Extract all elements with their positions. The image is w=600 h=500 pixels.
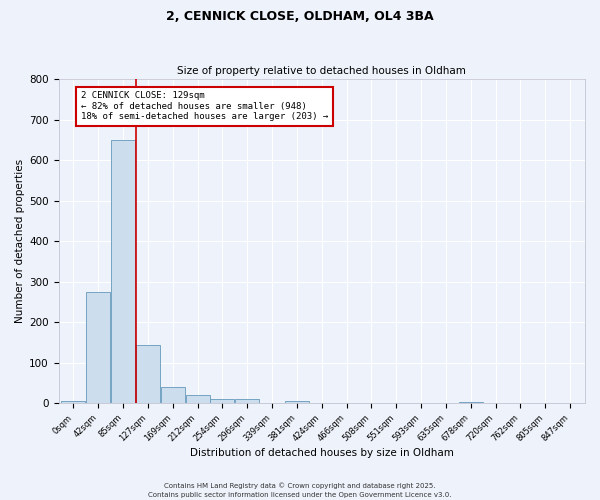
Bar	[185, 395, 209, 403]
Bar	[459, 402, 483, 403]
Y-axis label: Number of detached properties: Number of detached properties	[15, 159, 25, 323]
Bar	[235, 399, 259, 403]
Bar	[61, 401, 85, 403]
X-axis label: Distribution of detached houses by size in Oldham: Distribution of detached houses by size …	[190, 448, 454, 458]
Bar	[86, 292, 110, 403]
Bar	[136, 346, 160, 403]
Bar	[111, 140, 135, 403]
Bar	[285, 401, 309, 403]
Bar	[211, 399, 235, 403]
Title: Size of property relative to detached houses in Oldham: Size of property relative to detached ho…	[178, 66, 466, 76]
Text: 2 CENNICK CLOSE: 129sqm
← 82% of detached houses are smaller (948)
18% of semi-d: 2 CENNICK CLOSE: 129sqm ← 82% of detache…	[81, 91, 328, 121]
Text: 2, CENNICK CLOSE, OLDHAM, OL4 3BA: 2, CENNICK CLOSE, OLDHAM, OL4 3BA	[166, 10, 434, 23]
Text: Contains HM Land Registry data © Crown copyright and database right 2025.: Contains HM Land Registry data © Crown c…	[164, 482, 436, 489]
Text: Contains public sector information licensed under the Open Government Licence v3: Contains public sector information licen…	[148, 492, 452, 498]
Bar	[161, 387, 185, 403]
